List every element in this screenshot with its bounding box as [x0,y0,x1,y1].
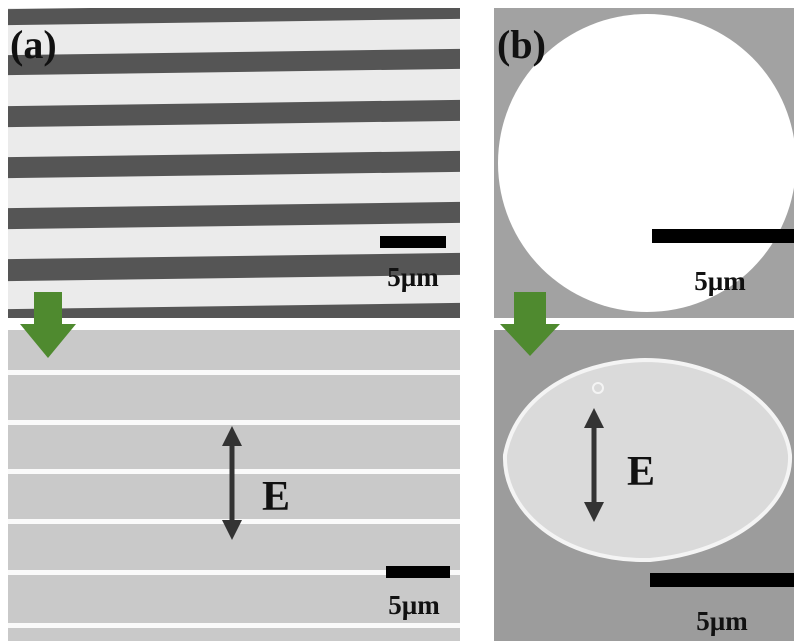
scale-bar [380,236,446,248]
scale-bar [650,573,794,587]
field-label: E [627,449,655,495]
scale-label: 5µm [696,606,748,636]
scale-label: 5µm [387,262,439,292]
panel-label: (b) [497,22,546,67]
scale-bar [386,566,450,578]
panel-b-top: 5µm (b) [494,8,794,318]
panel-a-top: 5µm (a) [0,3,482,330]
scale-bar [652,229,794,243]
panel-label: (a) [10,22,57,67]
figure: 5µm (a) E 5µm 5µm (b) E 5µm [0,0,794,641]
panel-b-bottom: E 5µm [494,330,794,641]
field-label: E [262,474,290,520]
scale-label: 5µm [694,266,746,296]
scale-label: 5µm [388,590,440,620]
panel-a-bottom: E 5µm [8,330,460,641]
